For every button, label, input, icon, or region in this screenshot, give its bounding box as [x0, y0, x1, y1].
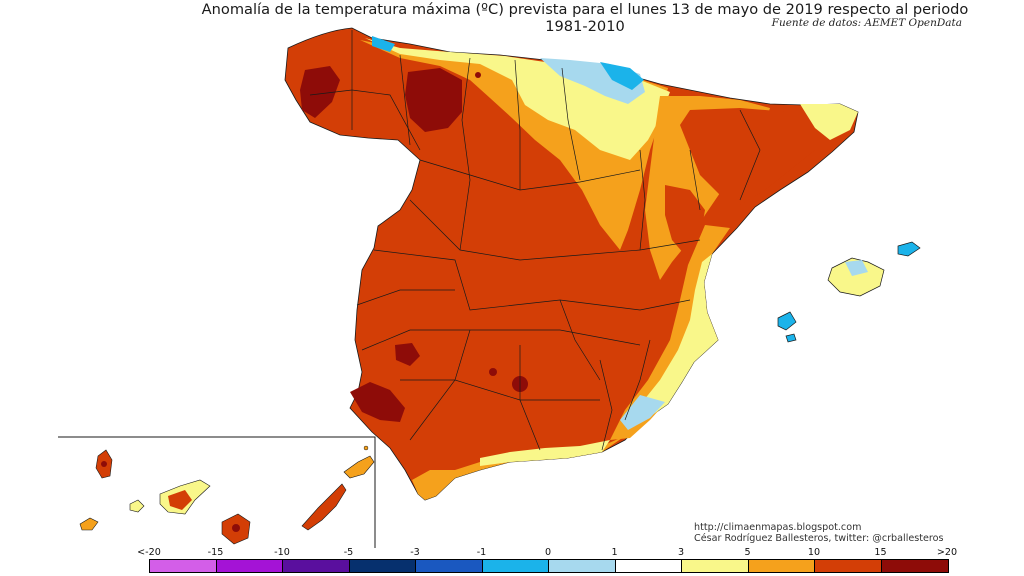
- legend-swatch: [216, 560, 283, 572]
- legend-swatch: [283, 560, 350, 572]
- aragon-red: [665, 185, 705, 255]
- levante-yellow: [640, 254, 718, 420]
- legend-tick-label: 15: [874, 547, 887, 558]
- hotspot-galicia: [300, 66, 340, 118]
- la-gomera: [129, 499, 145, 513]
- lanzarote: [343, 455, 375, 479]
- mallorca-blue: [845, 260, 868, 276]
- tenerife-core: [168, 490, 192, 510]
- legend-tick-label: -5: [343, 547, 354, 558]
- graciosa: [363, 445, 369, 451]
- la-palma-hot: [101, 461, 107, 467]
- legend-tick-label: -3: [410, 547, 420, 558]
- hotspot-madrid: [489, 368, 497, 376]
- hotspot-badajoz: [395, 343, 420, 366]
- legend-tick-label: <-20: [137, 547, 161, 558]
- legend-tick-label: >20: [936, 547, 958, 558]
- menorca: [897, 241, 921, 257]
- legend-tick-label: -10: [274, 547, 290, 558]
- legend-tick-label: 0: [544, 547, 552, 558]
- ibiza: [777, 311, 797, 331]
- credit-url: http://climaenmapas.blogspot.com: [694, 522, 862, 533]
- formentera: [785, 333, 797, 343]
- legend-swatch: [416, 560, 483, 572]
- fuerteventura: [301, 483, 347, 531]
- legend-swatch: [881, 560, 948, 572]
- legend-swatch: [349, 560, 416, 572]
- legend-tick-label: -15: [207, 547, 224, 558]
- legend-swatch: [150, 560, 217, 572]
- legend-swatch: [682, 560, 749, 572]
- murcia-lightblue: [620, 395, 665, 430]
- cantabrian-yellow: [365, 38, 670, 160]
- catalonia-red: [680, 108, 830, 205]
- credit-author: César Rodríguez Ballesteros, twitter: @c…: [694, 533, 944, 544]
- legend-swatch: [482, 560, 549, 572]
- data-source: Fuente de datos: AEMET OpenData: [771, 17, 962, 29]
- catalonia-yellow: [800, 104, 858, 140]
- legend-swatch: [748, 560, 815, 572]
- legend-tick-label: 5: [744, 547, 751, 558]
- mallorca: [827, 257, 885, 297]
- legend-tick-label: 10: [807, 547, 821, 558]
- province-boundaries: [309, 30, 761, 451]
- hotspot-leon: [405, 68, 462, 132]
- hotspot-zamora: [475, 72, 481, 78]
- title-container: Anomalía de la temperatura máxima (ºC) p…: [200, 0, 970, 35]
- hotspot-huelva: [350, 382, 405, 422]
- legend-swatch: [615, 560, 682, 572]
- legend-swatch: [549, 560, 616, 572]
- legend-labels: <-20 -15 -10 -5 -3 -1 0 1 3 5 10 15 >20: [0, 547, 1024, 559]
- map-title: Anomalía de la temperatura máxima (ºC) p…: [201, 1, 969, 35]
- legend-tick-label: 1: [611, 547, 618, 558]
- legend-swatch: [815, 560, 882, 572]
- andalucia-coast-yellow: [480, 440, 610, 466]
- el-hierro: [79, 517, 99, 531]
- canary-inset-frame: [58, 436, 376, 548]
- legend-tick-label: -1: [476, 547, 487, 558]
- gran-canaria-hot: [232, 524, 240, 532]
- legend-tick-label: 3: [677, 547, 685, 558]
- color-scale-legend: [149, 559, 949, 573]
- cantabrian-blue-2: [372, 36, 395, 52]
- cantabrian-blue-1: [600, 62, 644, 90]
